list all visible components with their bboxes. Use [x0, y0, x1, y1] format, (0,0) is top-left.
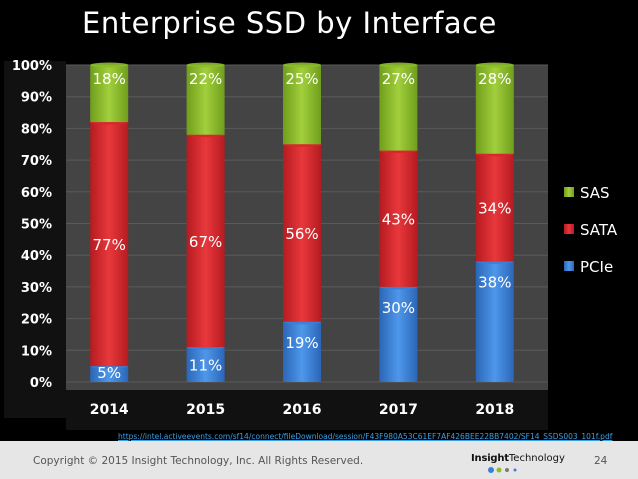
bar-sas-2014 [90, 65, 129, 123]
y-tick-label: 60% [21, 186, 52, 201]
stacked-bar-chart: 0% 10% 20% 30% 40% 50% 60% 70% 80% 90% 100% 5% 77% 1… [4, 59, 618, 430]
logo-bold-text: Insight [471, 453, 509, 464]
bar-sata-2014 [90, 122, 129, 367]
data-label-pcie-2015: 11% [189, 357, 222, 375]
legend-swatch-sas [564, 187, 574, 197]
bar-pcie-2018 [475, 261, 514, 382]
legend-swatch-pcie [564, 261, 574, 271]
y-tick-label: 50% [21, 218, 52, 233]
data-label-sata-2015: 67% [189, 233, 222, 251]
bar-sas-2015 [186, 65, 225, 135]
x-tick-label: 2016 [283, 402, 322, 418]
x-tick-label: 2018 [475, 402, 514, 418]
data-label-pcie-2016: 19% [285, 334, 318, 352]
bar-sas-2016 [283, 65, 321, 145]
bar-pcie-2015 [186, 347, 225, 382]
bar-pcie-2017 [379, 286, 418, 382]
bar-sata-2018 [475, 153, 514, 262]
logo-dots-icon [488, 467, 517, 473]
company-logo: InsightTechnology [471, 451, 581, 473]
legend-swatch-sata [564, 224, 574, 234]
bar-cap-sas-2018 [475, 62, 514, 68]
x-tick-label: 2017 [379, 402, 418, 418]
bar-sata-2017 [379, 150, 418, 287]
copyright-text: Copyright © 2015 Insight Technology, Inc… [33, 455, 364, 467]
bar-pcie-2014 [90, 366, 129, 382]
data-label-sas-2014: 18% [93, 70, 126, 88]
data-label-sata-2014: 77% [93, 236, 126, 254]
x-axis-panel [66, 390, 548, 430]
bar-sata-2015 [186, 134, 225, 348]
y-tick-label: 90% [21, 91, 52, 106]
x-tick-label: 2015 [186, 402, 225, 418]
footer-bar: Copyright © 2015 Insight Technology, Inc… [0, 441, 638, 479]
y-tick-label: 100% [12, 59, 52, 74]
data-label-sata-2016: 56% [285, 225, 318, 243]
x-tick-label: 2014 [90, 402, 129, 418]
data-label-pcie-2017: 30% [382, 299, 415, 317]
y-axis-panel [4, 61, 66, 418]
bar-pcie-2016 [283, 321, 321, 382]
x-axis-ticks: 2014 2015 2016 2017 2018 [90, 402, 515, 418]
data-label-pcie-2018: 38% [478, 274, 511, 292]
data-label-sas-2017: 27% [382, 70, 415, 88]
bar-cap-sas-2014 [90, 62, 129, 68]
y-tick-label: 10% [21, 344, 52, 359]
legend-label-sas: SAS [580, 184, 610, 202]
bar-cap-sas-2016 [283, 62, 321, 68]
logo-rest-text: Technology [508, 453, 565, 464]
data-label-sas-2016: 25% [285, 70, 318, 88]
legend-label-sata: SATA [580, 221, 618, 239]
bars: 5% 77% 18% 11% 67% 22% 19% 56% 25% 30% 43% 27% 38% 34… [90, 62, 514, 382]
y-tick-label: 70% [21, 154, 52, 169]
slide-title: Enterprise SSD by Interface [82, 6, 497, 40]
y-tick-label: 40% [21, 249, 52, 264]
bar-sas-2018 [475, 65, 514, 154]
data-label-sas-2015: 22% [189, 70, 222, 88]
source-link[interactable]: https://intel.activeevents.com/sf14/conn… [118, 432, 613, 441]
bar-sata-2016 [283, 144, 321, 322]
data-label-sata-2018: 34% [478, 200, 511, 218]
data-label-sata-2017: 43% [382, 211, 415, 229]
plot-area [4, 61, 548, 430]
y-tick-label: 0% [30, 376, 52, 391]
bar-sas-2017 [379, 65, 418, 151]
y-tick-label: 20% [21, 313, 52, 328]
legend-label-pcie: PCIe [580, 258, 613, 276]
bar-cap-sas-2017 [379, 62, 418, 68]
y-tick-label: 30% [21, 281, 52, 296]
logo-text: InsightTechnology [471, 453, 565, 464]
y-axis-ticks: 0% 10% 20% 30% 40% 50% 60% 70% 80% 90% 100% [12, 59, 52, 391]
data-label-sas-2018: 28% [478, 70, 511, 88]
y-tick-label: 80% [21, 122, 52, 137]
data-label-pcie-2014: 5% [97, 364, 121, 382]
legend: SAS SATA PCIe [564, 184, 618, 276]
bar-cap-sas-2015 [186, 62, 225, 68]
page-number: 24 [594, 455, 608, 467]
